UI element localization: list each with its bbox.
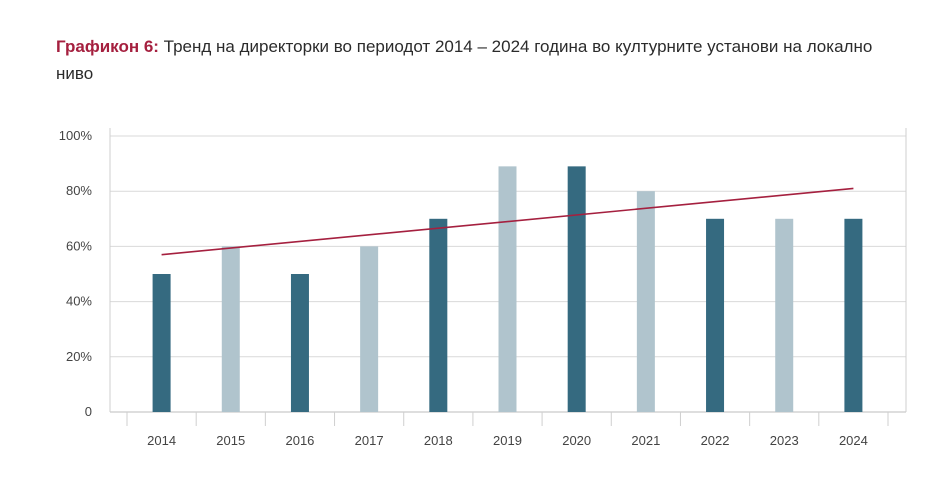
bar-2017: [360, 246, 379, 412]
y-tick-label: 0: [85, 404, 92, 419]
x-tick-label: 2023: [770, 433, 799, 448]
bar-2016: [290, 274, 309, 412]
x-tick-label: 2015: [216, 433, 245, 448]
y-tick-label: 20%: [66, 349, 92, 364]
x-axis-labels: 2014 2015 2016 2017 2018 2019 2020 2021 2022 2023…: [147, 433, 868, 448]
bar-2015: [221, 246, 240, 412]
bar-2023: [775, 218, 794, 412]
y-tick-label: 80%: [66, 183, 92, 198]
x-tick-label: 2022: [701, 433, 730, 448]
chart-title: Графикон 6: Тренд на директорки во перио…: [56, 33, 876, 87]
y-tick-label: 100%: [59, 128, 93, 143]
x-tick-label: 2021: [631, 433, 660, 448]
chart-title-prefix: Графикон 6:: [56, 37, 159, 56]
bar-2018: [429, 218, 448, 412]
x-tick-label: 2020: [562, 433, 591, 448]
y-axis-labels: 0 20% 40% 60% 80% 100%: [59, 128, 93, 419]
chart-trendline: [161, 187, 854, 256]
chart-title-text: Тренд на директорки во периодот 2014 – 2…: [56, 37, 873, 83]
y-tick-label: 40%: [66, 294, 92, 309]
trendline: [161, 187, 854, 256]
bar-2024: [844, 218, 863, 412]
bar-2019: [498, 166, 517, 412]
chart-bars: [152, 166, 863, 412]
x-tick-label: 2014: [147, 433, 176, 448]
bar-2020: [567, 166, 586, 412]
x-tick-label: 2018: [424, 433, 453, 448]
x-tick-label: 2024: [839, 433, 868, 448]
y-tick-label: 60%: [66, 238, 92, 253]
x-tick-label: 2016: [285, 433, 314, 448]
bar-2021: [636, 191, 655, 412]
bar-2022: [706, 218, 725, 412]
x-tick-label: 2019: [493, 433, 522, 448]
bar-2014: [152, 274, 171, 412]
x-tick-label: 2017: [355, 433, 384, 448]
